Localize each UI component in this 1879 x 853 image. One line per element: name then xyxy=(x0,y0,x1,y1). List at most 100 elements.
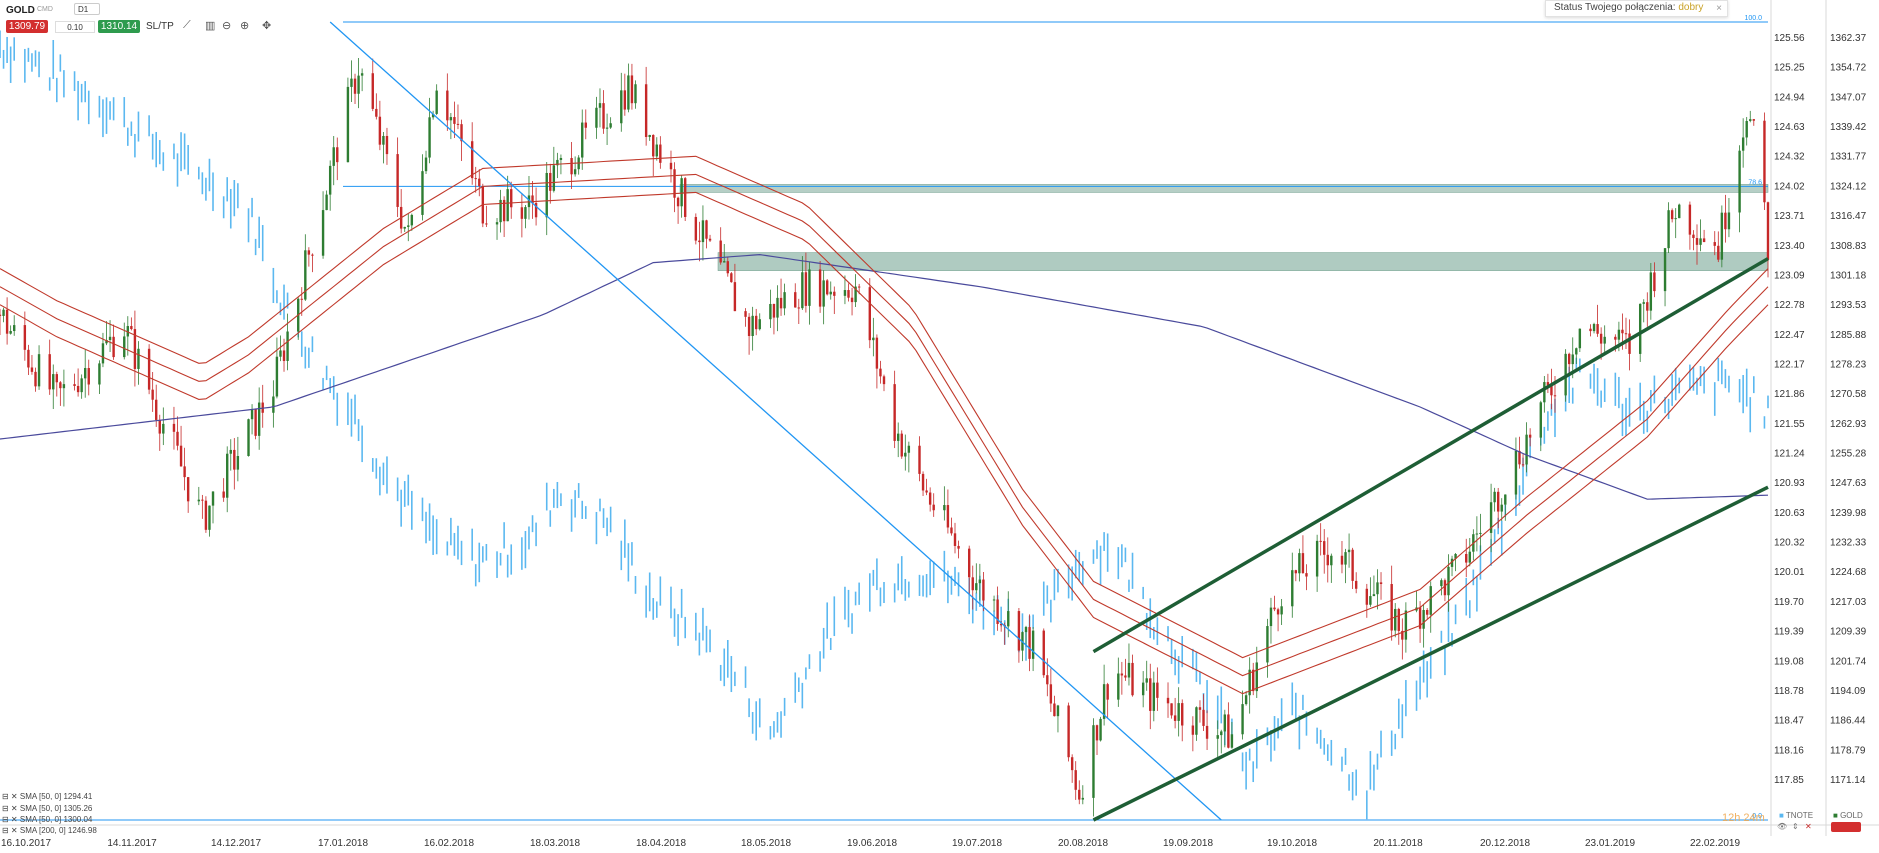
gold-candle xyxy=(1429,586,1432,615)
gold-candle xyxy=(570,157,573,175)
gold-candle xyxy=(595,107,598,128)
buy-price-button[interactable]: 1310.14 xyxy=(98,20,140,33)
gold-candle xyxy=(1752,119,1755,121)
gold-candle xyxy=(428,117,431,158)
gold-candle xyxy=(1749,119,1752,121)
gold-candle xyxy=(1049,684,1053,704)
remove-icon[interactable]: ✕ xyxy=(1805,822,1812,831)
gold-candle xyxy=(1028,627,1031,659)
gold-candle xyxy=(1713,242,1716,246)
close-icon[interactable]: × xyxy=(1716,3,1722,14)
legend-sma-1[interactable]: ⊟ ✕ SMA [50, 0] 1294.41 xyxy=(2,792,93,801)
zoom-out-icon[interactable]: ⊖ xyxy=(222,20,232,32)
gold-candle xyxy=(321,210,325,256)
sma50-line-2[interactable] xyxy=(0,173,1769,677)
gold-candle xyxy=(1024,627,1028,633)
gold-candle xyxy=(1344,552,1347,565)
channel-line-2[interactable] xyxy=(1092,485,1769,822)
line-chart-icon[interactable]: ⟋ xyxy=(183,19,191,31)
sma50-line-3[interactable] xyxy=(0,191,1769,695)
gold-candle xyxy=(1294,570,1298,574)
legend-sma-1-label: SMA [50, 0] 1294.41 xyxy=(19,792,93,801)
gold-candle xyxy=(946,505,950,528)
left-axis-tick: 119.39 xyxy=(1774,627,1804,638)
left-axis-tick: 124.63 xyxy=(1774,122,1805,133)
gold-candle xyxy=(918,445,921,474)
gold-candle xyxy=(797,307,800,309)
gold-candle xyxy=(698,240,701,243)
gold-candle xyxy=(584,122,587,128)
left-axis-tick: 120.01 xyxy=(1774,567,1805,578)
gold-candle xyxy=(254,409,257,436)
gold-candle xyxy=(925,490,928,493)
gold-candle xyxy=(857,286,861,288)
gold-candle xyxy=(673,169,676,198)
gold-candle xyxy=(1305,573,1308,577)
gold-candle xyxy=(751,315,754,337)
gold-candle xyxy=(460,124,463,142)
gold-candle xyxy=(769,303,772,320)
gold-candle xyxy=(158,419,161,434)
gold-candle xyxy=(808,269,811,306)
x-axis-tick: 19.09.2018 xyxy=(1163,838,1213,849)
gold-candle xyxy=(1095,725,1099,741)
gold-candle xyxy=(627,75,630,110)
gold-candle xyxy=(179,445,183,467)
legend-sma-2[interactable]: ⊟ ✕ SMA [50, 0] 1305.26 xyxy=(2,804,93,813)
gold-candle xyxy=(59,382,62,389)
gold-candle xyxy=(385,135,389,155)
sltp-button[interactable]: SL/TP xyxy=(146,21,174,32)
sma50-line-1[interactable] xyxy=(0,155,1769,659)
right-axis-tick: 1171.14 xyxy=(1830,775,1866,786)
gold-candle xyxy=(183,466,186,478)
gold-candle xyxy=(1546,382,1550,386)
legend-sma-4[interactable]: ⊟ ✕ SMA [200, 0] 1246.98 xyxy=(2,826,97,835)
candles-icon[interactable]: ▥ xyxy=(205,20,216,32)
zoom-in-icon[interactable]: ⊕ xyxy=(240,20,250,32)
arrows-icon[interactable]: ⇕ xyxy=(1792,822,1799,831)
gold-candle xyxy=(879,368,882,377)
gold-legend[interactable]: ■ GOLD xyxy=(1833,811,1863,820)
gold-remove-button[interactable] xyxy=(1831,822,1861,832)
gold-candle xyxy=(197,499,201,502)
gold-candle xyxy=(549,172,552,191)
channel-line-1[interactable] xyxy=(1092,257,1769,654)
spread-value: 0.10 xyxy=(55,21,95,33)
legend-sma-3[interactable]: ⊟ ✕ SMA [50, 0] 1300.04 xyxy=(2,815,93,824)
gold-candle xyxy=(9,331,12,334)
gold-candle xyxy=(275,356,279,397)
gold-candle xyxy=(850,297,854,303)
gold-candle xyxy=(1422,609,1425,629)
gold-candle xyxy=(282,350,286,361)
gold-candle xyxy=(396,154,399,207)
gold-candle xyxy=(747,316,751,337)
left-axis-tick: 118.47 xyxy=(1774,716,1804,727)
gold-candle xyxy=(953,533,957,546)
gold-candle xyxy=(62,384,66,389)
downtrend-line[interactable] xyxy=(329,21,1222,821)
timeframe-select[interactable]: D1 xyxy=(74,3,100,15)
gold-candle xyxy=(992,599,996,601)
gold-candle xyxy=(520,207,524,219)
gold-candle xyxy=(630,75,634,104)
eye-icon[interactable]: 👁 xyxy=(1777,822,1788,831)
gold-candle xyxy=(233,449,236,470)
gold-candle xyxy=(708,238,712,241)
gold-candle xyxy=(1205,725,1209,739)
right-axis-tick: 1201.74 xyxy=(1830,656,1867,667)
crosshair-icon[interactable]: ✥ xyxy=(262,20,272,32)
gold-candle xyxy=(1404,610,1408,640)
gold-candle xyxy=(353,78,357,94)
gold-candle xyxy=(1500,504,1503,512)
gold-candle xyxy=(1450,558,1454,567)
x-axis-tick: 19.10.2018 xyxy=(1267,838,1317,849)
tnote-legend[interactable]: ■ TNOTE xyxy=(1779,811,1814,820)
symbol-label[interactable]: GOLD xyxy=(6,5,35,16)
resistance-zone[interactable] xyxy=(679,184,1769,193)
gold-candle xyxy=(495,222,499,225)
sell-price-button[interactable]: 1309.79 xyxy=(6,20,48,33)
gold-candle xyxy=(1347,549,1351,553)
resistance-zone[interactable] xyxy=(717,252,1769,271)
gold-candle xyxy=(872,337,875,341)
